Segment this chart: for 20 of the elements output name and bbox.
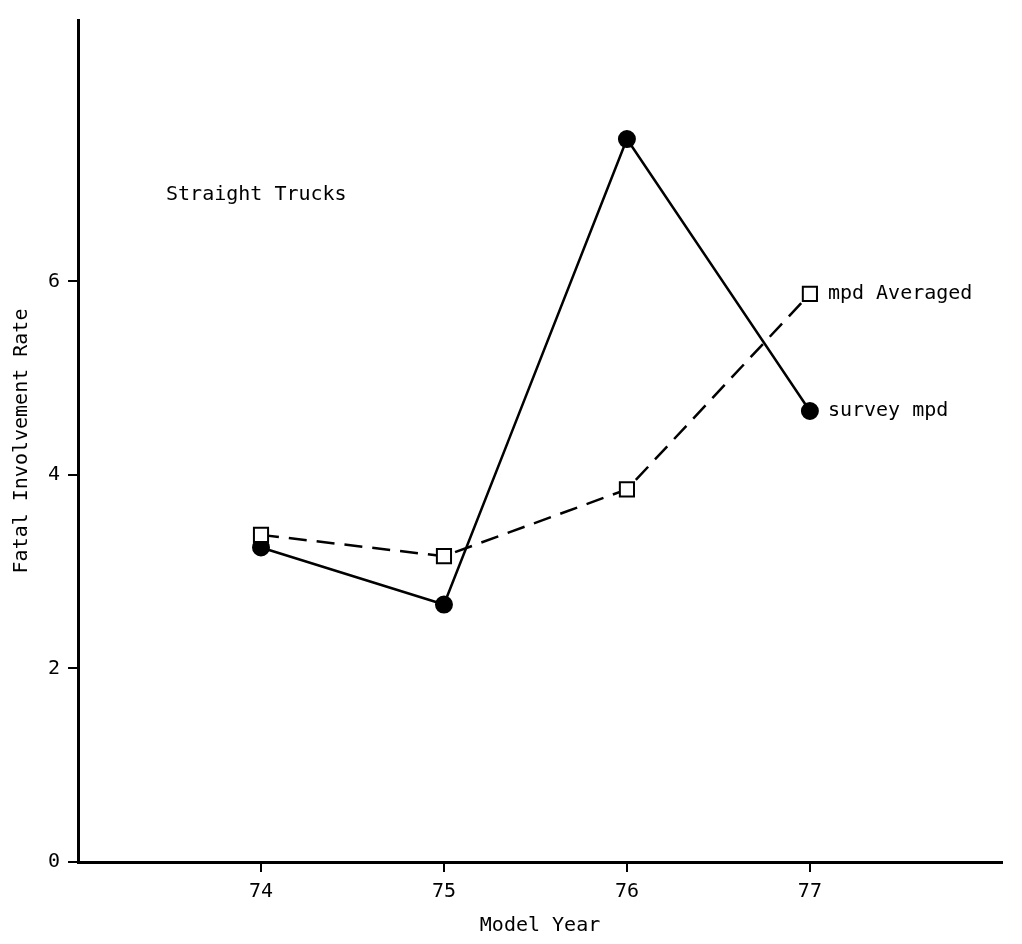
x-tick-label: 75: [431, 878, 457, 903]
point: [252, 526, 270, 543]
annotation: Straight Trucks: [166, 181, 347, 206]
series-label: survey mpd: [827, 397, 949, 422]
y-tick-label: 4: [47, 461, 61, 486]
point: [617, 130, 636, 149]
y-tick-label: 2: [47, 654, 61, 679]
x-axis-title: Model Year: [479, 912, 601, 937]
point: [618, 481, 635, 498]
y-tick-label: 0: [47, 848, 61, 873]
point: [434, 595, 453, 614]
point: [435, 548, 453, 565]
y-tick-label: 6: [47, 267, 61, 292]
point: [801, 285, 818, 302]
x-tick-label: 76: [614, 878, 639, 903]
point: [800, 402, 819, 420]
x-tick-label: 77: [797, 878, 822, 903]
series-label: mpd Averaged: [827, 280, 973, 305]
x-tick-label: 74: [248, 878, 274, 903]
y-axis-title: Fatal Involvement Rate: [8, 308, 33, 574]
